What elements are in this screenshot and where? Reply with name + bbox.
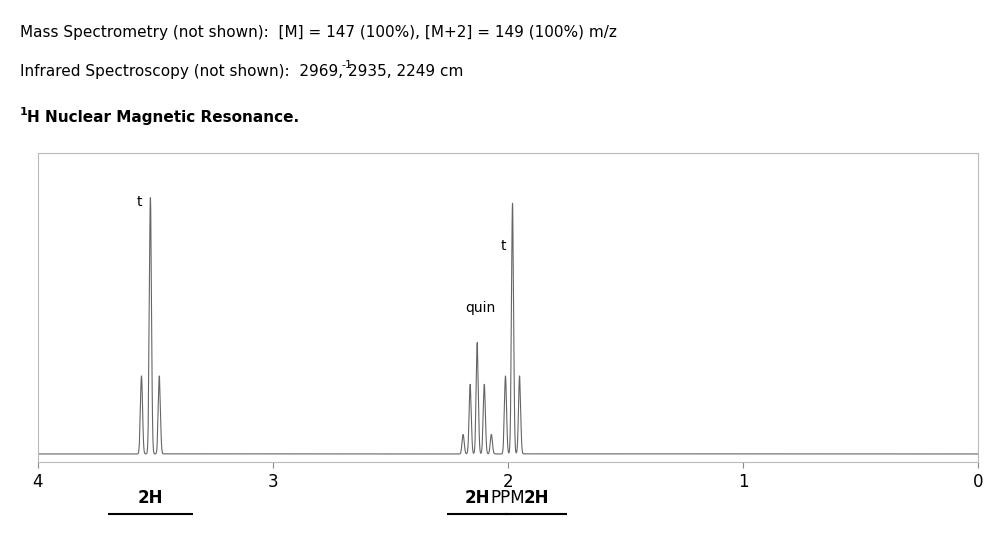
Text: 2H: 2H bbox=[524, 488, 548, 507]
Text: Infrared Spectroscopy (not shown):  2969, 2935, 2249 cm: Infrared Spectroscopy (not shown): 2969,… bbox=[20, 64, 463, 79]
Text: 1: 1 bbox=[20, 107, 28, 117]
Text: t: t bbox=[501, 240, 506, 253]
Text: 2H: 2H bbox=[137, 488, 163, 507]
Text: Mass Spectrometry (not shown):  [M] = 147 (100%), [M+2] = 149 (100%) m/z: Mass Spectrometry (not shown): [M] = 147… bbox=[20, 25, 617, 40]
Text: H Nuclear Magnetic Resonance.: H Nuclear Magnetic Resonance. bbox=[27, 110, 298, 125]
Text: 2H: 2H bbox=[464, 488, 490, 507]
Text: -1: -1 bbox=[342, 60, 353, 70]
Text: PPM: PPM bbox=[490, 488, 526, 507]
Text: quin: quin bbox=[465, 301, 496, 315]
Text: t: t bbox=[136, 195, 142, 209]
